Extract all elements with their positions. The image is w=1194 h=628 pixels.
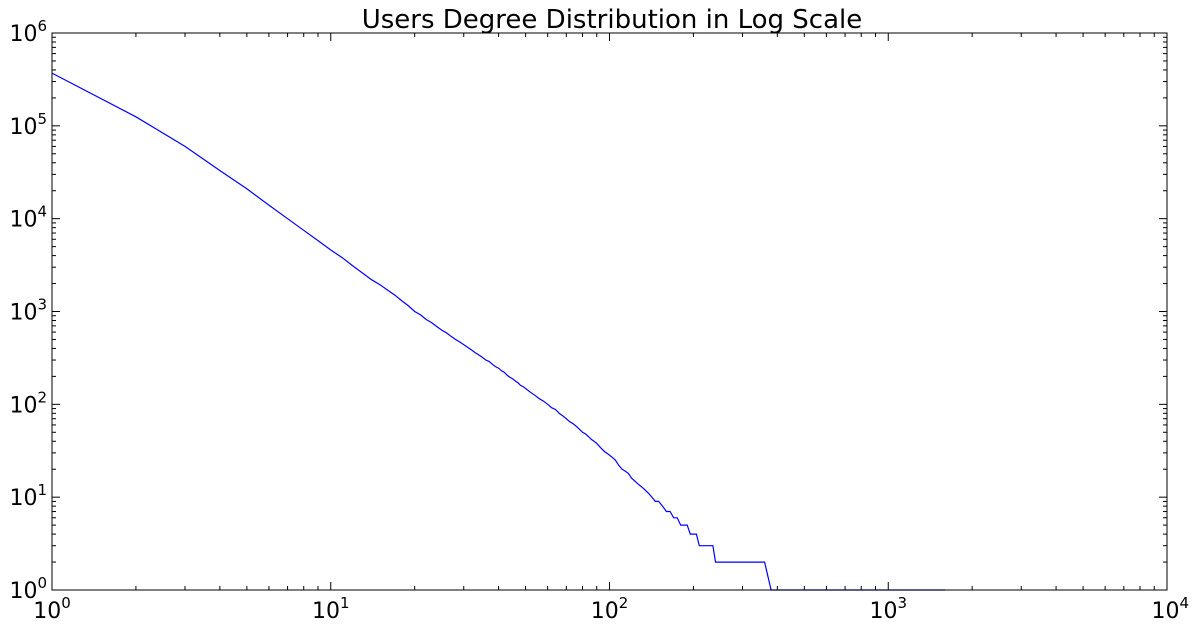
labels-layer: 100 101 102 103 104 100 101 102 103 104 105 106 (9, 17, 1189, 624)
y-tick-label: 105 (9, 110, 47, 140)
y-tick-label: 102 (9, 388, 47, 418)
y-tick-label: 101 (9, 481, 47, 511)
y-tick-label: 103 (9, 296, 47, 326)
x-tick-label: 101 (312, 594, 350, 624)
y-tick-label: 104 (9, 203, 47, 233)
chart-title: Users Degree Distribution in Log Scale (362, 5, 863, 35)
y-tick-label: 100 (9, 574, 47, 604)
x-tick-label: 100 (33, 594, 71, 624)
y-tick-label: 106 (9, 17, 47, 47)
x-tick-label: 103 (869, 594, 907, 624)
x-tick-label: 102 (591, 594, 629, 624)
series-line (51, 72, 946, 591)
data-layer (51, 72, 946, 591)
x-tick-label: 104 (1151, 594, 1189, 624)
plot-frame (51, 32, 1168, 591)
ticks-layer (51, 32, 1168, 591)
